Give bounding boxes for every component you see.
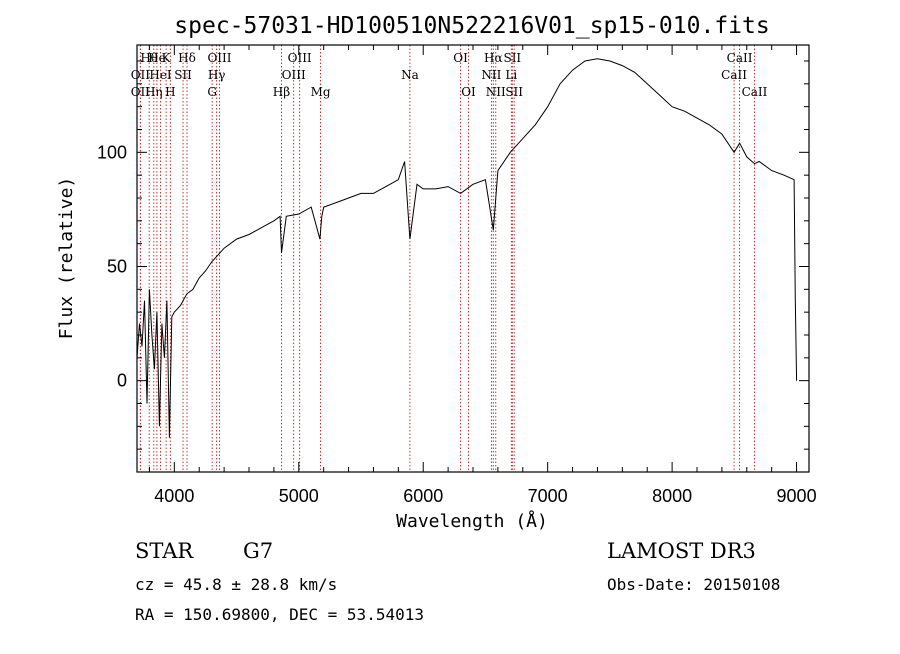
spectral-line-label: Hθ [140, 51, 158, 65]
y-axis-ticks: 0 50 100 [97, 60, 809, 450]
spectral-line-label: Hγ [208, 68, 226, 82]
spectral-line-label: SII [503, 51, 521, 65]
obs-date-label: Obs-Date: 20150108 [607, 575, 780, 594]
spectral-line-label: OIII [207, 51, 231, 65]
spectral-line-label: Na [401, 68, 419, 82]
plot-frame [136, 44, 810, 473]
y-axis-label: Flux (relative) [56, 177, 77, 340]
x-tick-label: 9000 [777, 486, 817, 506]
spectral-line-label: OII [131, 68, 151, 82]
x-axis-ticks: 4000 5000 6000 7000 8000 9000 [148, 45, 817, 506]
coordinates-label: RA = 150.69800, DEC = 53.54013 [135, 605, 424, 624]
spectral-line-label: OI [453, 51, 468, 65]
y-tick-label: 50 [107, 256, 127, 276]
spectral-line-label: NII [486, 85, 506, 99]
spectral-line-label: HeI [149, 68, 172, 82]
subclass-label: G7 [243, 539, 273, 563]
spectral-line-label: NII [481, 68, 501, 82]
spectral-line-markers [139, 45, 755, 472]
spectral-line-label: H [165, 85, 175, 99]
survey-label: LAMOST DR3 [607, 539, 756, 563]
redshift-label: cz = 45.8 ± 28.8 km/s [135, 575, 337, 594]
spectral-line-label: SII [174, 68, 192, 82]
spectral-line-label: CaII [742, 85, 768, 99]
x-tick-label: 6000 [403, 486, 443, 506]
spectral-line-label: SII [505, 85, 523, 99]
spectral-line-label: He [148, 51, 166, 65]
x-axis-label: Wavelength (Å) [396, 510, 548, 532]
spectrum-line [136, 58, 798, 438]
spectral-line-label: OII [131, 85, 151, 99]
spectral-line-label: Mg [311, 85, 331, 99]
spectral-line-label: K [162, 51, 172, 65]
x-tick-label: 4000 [154, 486, 194, 506]
spectral-line-label: OIII [288, 51, 312, 65]
spectral-line-label: Hη [145, 85, 163, 99]
spectral-line-label: CaII [727, 51, 753, 65]
spectral-line-label: Hβ [273, 85, 290, 99]
spectral-line-label: Hα [484, 51, 503, 65]
spectral-line-label: CaII [721, 68, 747, 82]
object-class-label: STAR [135, 539, 194, 563]
spectral-line-label: OI [461, 85, 476, 99]
y-tick-label: 0 [117, 371, 127, 391]
spectral-line-label: Li [505, 68, 517, 82]
spectral-line-label: Hδ [178, 51, 196, 65]
y-tick-label: 100 [97, 142, 127, 162]
chart-title: spec-57031-HD100510N522216V01_sp15-010.f… [174, 13, 769, 39]
x-tick-label: 5000 [279, 486, 319, 506]
spectrum-series [136, 58, 798, 438]
x-tick-label: 7000 [528, 486, 568, 506]
spectral-line-label: OIII [282, 68, 306, 82]
spectral-line-label: G [207, 85, 217, 99]
x-tick-label: 8000 [652, 486, 692, 506]
